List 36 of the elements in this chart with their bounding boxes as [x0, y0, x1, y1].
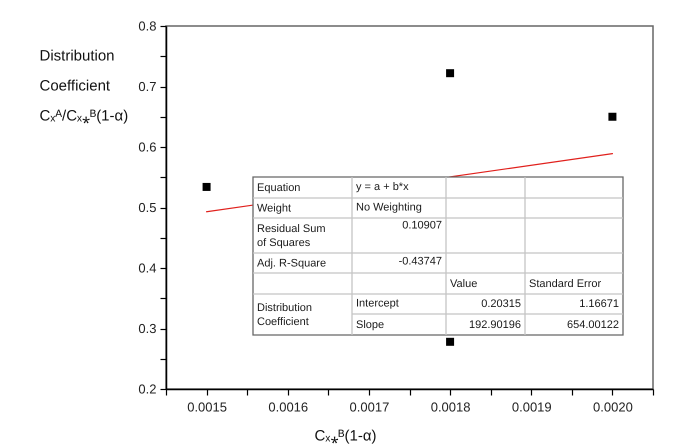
x-tick-label: 0.0020 [593, 400, 633, 414]
y-tick-label: 0.5 [138, 200, 156, 215]
x-tick-label: 0.0016 [268, 400, 308, 414]
annotation: Standard Error [529, 278, 602, 290]
x-axis-title: Cₓ⁎ᴮ(1-α) [314, 428, 376, 444]
annotation: 192.90196 [469, 319, 521, 331]
point [608, 112, 616, 121]
point [202, 182, 211, 191]
annotation: y = a + b*x [356, 181, 410, 193]
x-tick-label: 0.0015 [187, 400, 227, 414]
y-axis-title: Distribution Coefficient Cₓᴬ/Cₓ⁎ᴮ(1-α) [40, 48, 128, 124]
point [446, 338, 454, 346]
annotation: Slope [356, 319, 384, 331]
y-tick-label: 0.7 [138, 79, 156, 94]
annotation: Adj. R-Square [257, 258, 326, 270]
annotation: Residual Sum of Squares [257, 223, 326, 249]
annotation: No Weighting [356, 202, 422, 214]
y-tick-label: 0.3 [138, 321, 156, 336]
annotation: 1.16671 [579, 298, 619, 310]
annotation: Value [450, 278, 478, 290]
annotation: 0.20315 [481, 298, 521, 310]
annotation: -0.43747 [398, 256, 442, 268]
annotation: Weight [257, 202, 292, 214]
x-tick-label: 0.0019 [512, 400, 552, 414]
annotation: 0.10907 [402, 220, 442, 232]
y-tick-label: 0.8 [138, 18, 156, 34]
x-tick-label: 0.0018 [430, 400, 470, 414]
y-tick-label: 0.2 [138, 382, 156, 396]
annotation: Intercept [356, 298, 399, 310]
annotation: 654.00122 [567, 319, 619, 331]
annotation: Distribution Coefficient [257, 302, 312, 328]
point [446, 69, 454, 78]
y-tick-label: 0.6 [138, 140, 156, 154]
annotation: Equation [257, 182, 300, 194]
y-tick-label: 0.4 [138, 260, 156, 276]
x-tick-label: 0.0017 [350, 400, 390, 414]
